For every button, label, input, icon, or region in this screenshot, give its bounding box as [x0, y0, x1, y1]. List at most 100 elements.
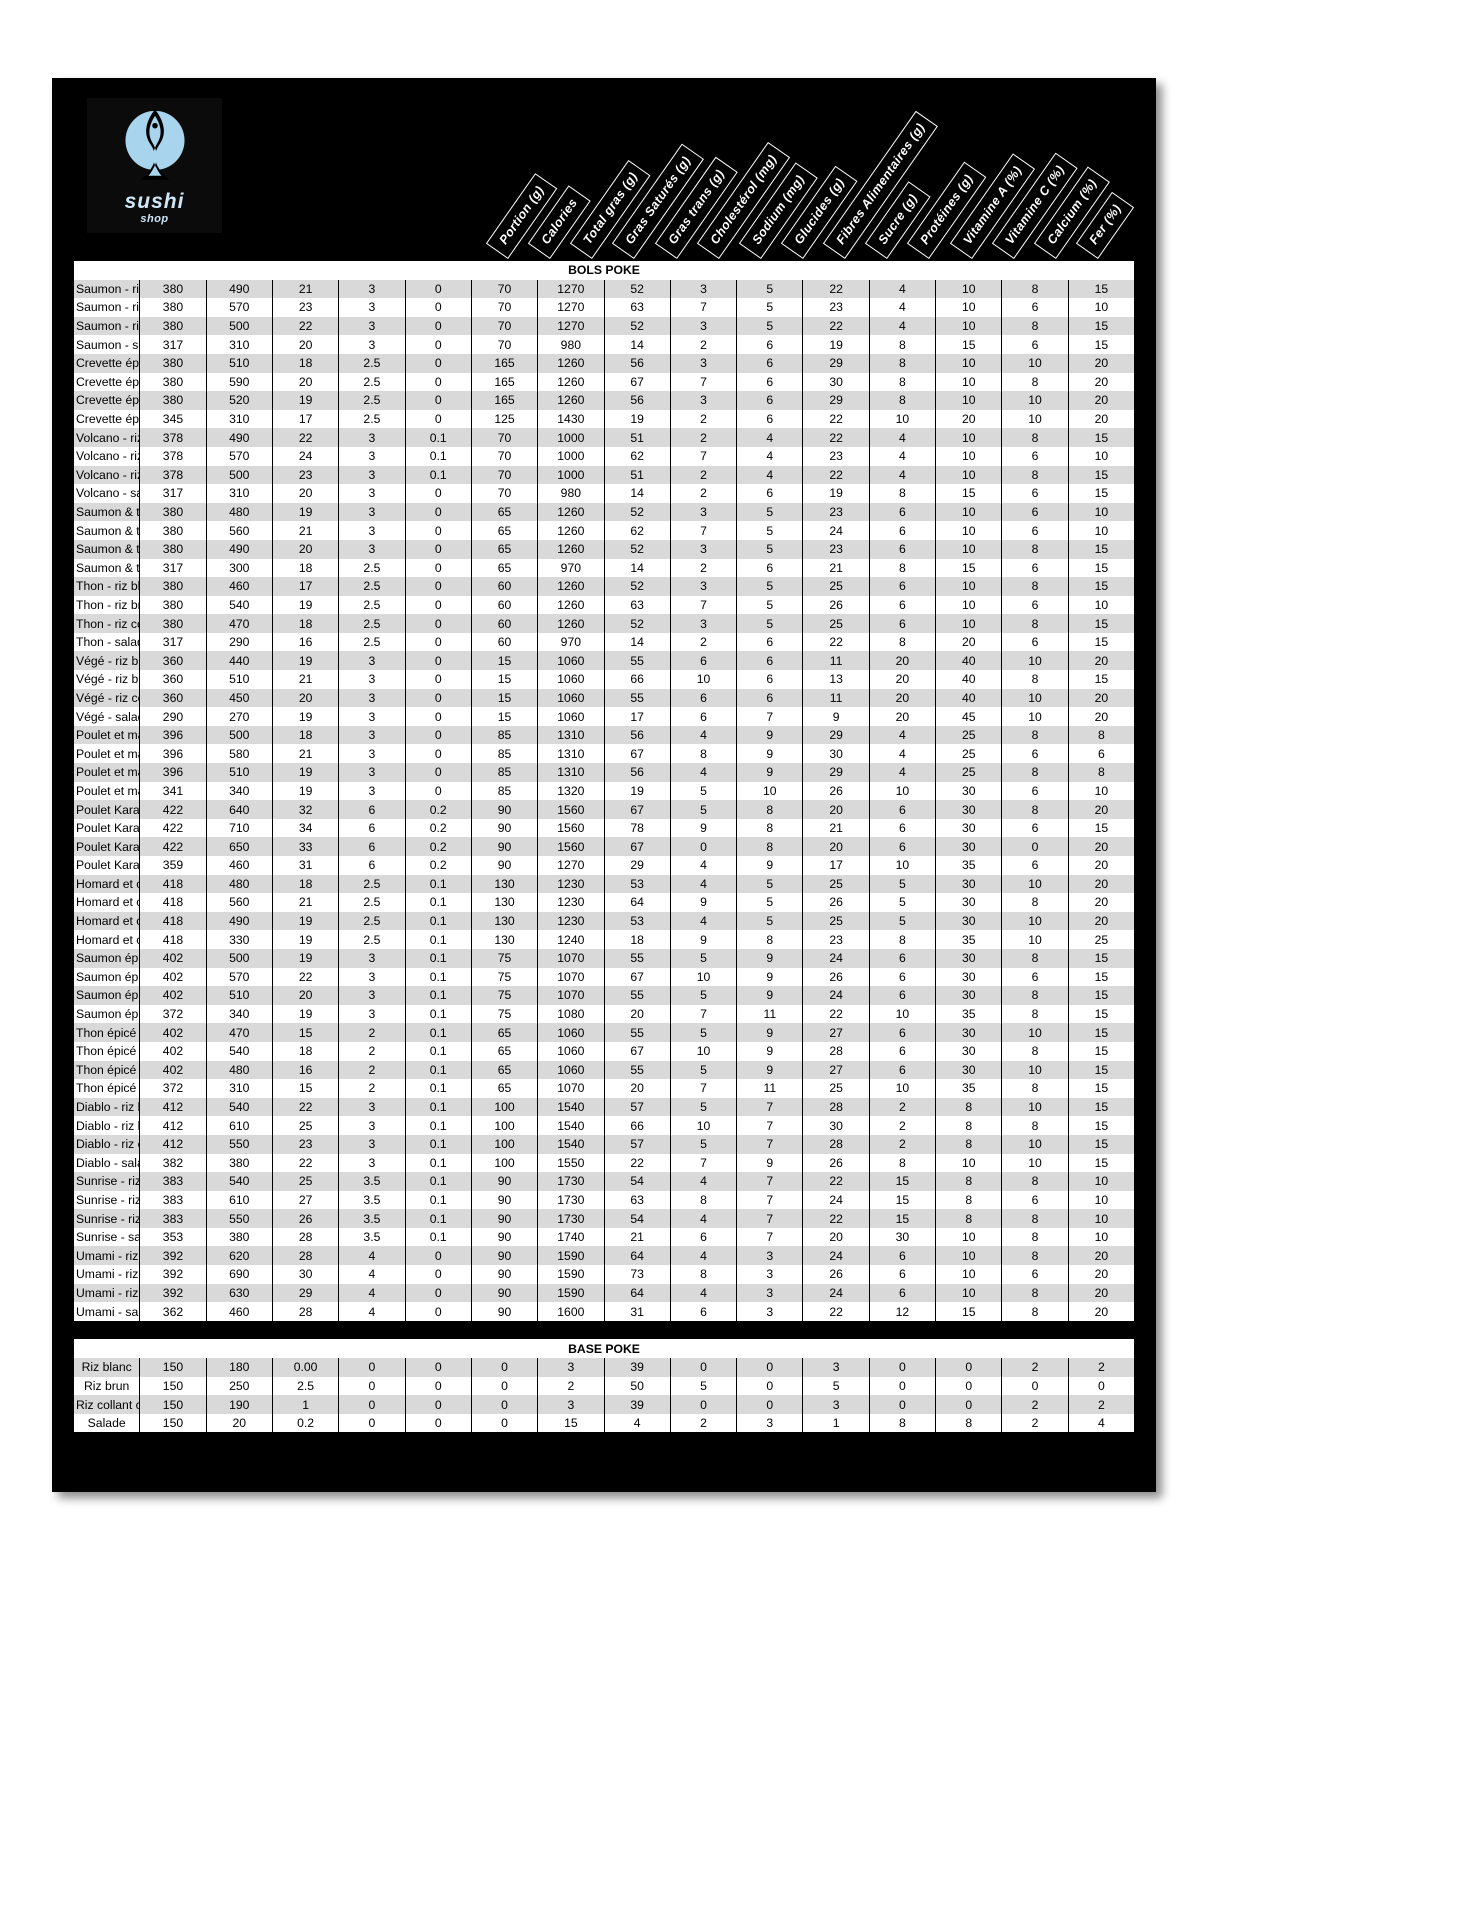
table-row: Diablo - riz collant croustillant4125502…: [72, 1134, 1136, 1154]
value-cell: 0: [404, 595, 472, 615]
value-cell: 380: [139, 614, 207, 633]
value-cell: 4: [669, 911, 738, 931]
value-cell: 610: [205, 1190, 273, 1210]
value-cell: 10: [935, 316, 1003, 336]
value-cell: 4: [868, 298, 937, 317]
value-cell: 78: [603, 818, 671, 838]
value-cell: 0.2: [404, 818, 472, 838]
value-cell: 5: [736, 614, 804, 633]
table-row: Saumon & thon - salade317300182.50659701…: [72, 558, 1136, 578]
value-cell: 13: [802, 670, 870, 689]
value-cell: 70: [470, 279, 539, 299]
value-cell: 6: [1067, 744, 1136, 764]
value-cell: 6: [1001, 446, 1069, 466]
value-cell: 6: [1001, 298, 1069, 317]
value-cell: 500: [205, 316, 273, 336]
value-cell: 0.1: [404, 893, 472, 912]
value-cell: 10: [1001, 353, 1069, 373]
value-cell: 70: [470, 465, 539, 485]
value-cell: 0: [338, 1376, 406, 1396]
table-row: Crevette épicée - riz collant croustilla…: [72, 391, 1136, 410]
nutrition-sheet: sushi shop Portion (g) Calories Total gras…: [52, 78, 1156, 1492]
value-cell: 8: [736, 818, 804, 838]
value-cell: 15: [470, 670, 539, 689]
value-cell: 396: [139, 725, 207, 745]
table-row: Saumon épicé - riz collant croustillant4…: [72, 986, 1136, 1005]
value-cell: 6: [1001, 1190, 1069, 1210]
value-cell: 3: [338, 465, 406, 485]
table-row: Sunrise - riz collant croustillant383550…: [72, 1209, 1136, 1228]
value-cell: 6: [868, 1283, 937, 1303]
value-cell: 19: [271, 948, 340, 968]
value-cell: 25: [802, 614, 870, 633]
value-cell: 15: [1067, 428, 1136, 447]
item-name-cell: Saumon - riz brun: [72, 298, 141, 317]
value-cell: 15: [868, 1172, 937, 1191]
value-cell: 0.1: [404, 1172, 472, 1191]
value-cell: 10: [868, 1079, 937, 1098]
value-cell: 8: [868, 558, 937, 578]
value-cell: 1310: [537, 725, 605, 745]
value-cell: 22: [271, 316, 340, 336]
value-cell: 18: [271, 725, 340, 745]
value-cell: 20: [271, 335, 340, 354]
value-cell: 20: [271, 484, 340, 503]
value-cell: 19: [271, 930, 340, 949]
value-cell: 6: [736, 558, 804, 578]
value-cell: 30: [935, 837, 1003, 856]
value-cell: 378: [139, 465, 207, 485]
value-cell: 402: [139, 1041, 207, 1061]
value-cell: 20: [271, 986, 340, 1005]
item-name-cell: Poulet et mangue - salade: [72, 781, 141, 801]
table-row: Thon - salade317290162.50609701426228206…: [72, 632, 1136, 652]
value-cell: 0: [470, 1413, 539, 1433]
value-cell: 1070: [537, 967, 605, 987]
value-cell: 8: [1001, 763, 1069, 782]
value-cell: 25: [935, 763, 1003, 782]
value-cell: 383: [139, 1190, 207, 1210]
value-cell: 75: [470, 1004, 539, 1024]
value-cell: 50: [603, 1376, 671, 1396]
value-cell: 450: [205, 688, 273, 708]
table-row: Homard et crevette - riz blanc418480182.…: [72, 874, 1136, 894]
value-cell: 1430: [537, 409, 605, 429]
value-cell: 67: [603, 967, 671, 987]
value-cell: 21: [271, 279, 340, 299]
value-cell: 460: [205, 856, 273, 875]
value-cell: 0: [338, 1358, 406, 1377]
value-cell: 90: [470, 800, 539, 819]
value-cell: 6: [868, 577, 937, 596]
value-cell: 4: [669, 1283, 738, 1303]
value-cell: 65: [470, 539, 539, 559]
value-cell: 570: [205, 298, 273, 317]
value-cell: 1060: [537, 1041, 605, 1061]
value-cell: 4: [338, 1302, 406, 1321]
value-cell: 5: [868, 874, 937, 894]
value-cell: 396: [139, 744, 207, 764]
value-cell: 3: [537, 1358, 605, 1377]
value-cell: 90: [470, 1227, 539, 1247]
value-cell: 22: [271, 967, 340, 987]
value-cell: 10: [1067, 298, 1136, 317]
value-cell: 380: [139, 298, 207, 317]
value-cell: 10: [935, 1283, 1003, 1303]
value-cell: 2: [868, 1097, 937, 1117]
value-cell: 6: [669, 1302, 738, 1321]
value-cell: 20: [1067, 353, 1136, 373]
value-cell: 85: [470, 781, 539, 801]
value-cell: 165: [470, 353, 539, 373]
value-cell: 60: [470, 614, 539, 633]
value-cell: 10: [935, 298, 1003, 317]
value-cell: 9: [736, 1153, 804, 1173]
value-cell: 10: [1001, 911, 1069, 931]
table-row: Sunrise - riz brun383610273.50.190173063…: [72, 1190, 1136, 1210]
value-cell: 2: [1001, 1413, 1069, 1433]
value-cell: 15: [1067, 1153, 1136, 1173]
value-cell: 90: [470, 818, 539, 838]
value-cell: 20: [1067, 893, 1136, 912]
value-cell: 3.5: [338, 1172, 406, 1191]
value-cell: 378: [139, 446, 207, 466]
table-row: Homard et crevette - riz collant crousti…: [72, 930, 1136, 949]
value-cell: 9: [802, 707, 870, 726]
value-cell: 0: [404, 577, 472, 596]
